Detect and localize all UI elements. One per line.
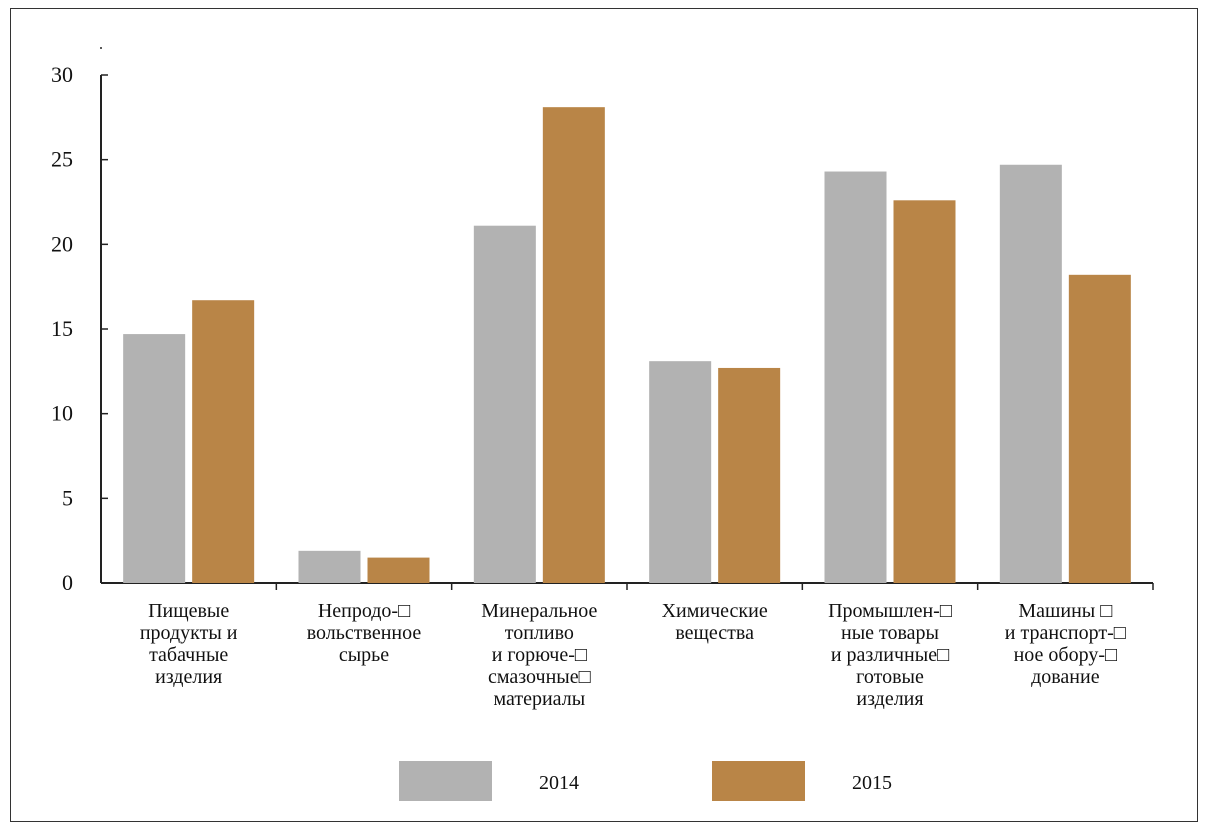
legend-swatch	[399, 761, 492, 801]
bar	[298, 550, 361, 583]
bar	[824, 171, 887, 583]
x-tick-label-line: продукты и	[140, 622, 238, 644]
x-tick-label: Минеральное топливо и горюче-□ смазочные□ ма…	[481, 600, 597, 710]
x-tick-label-line: Пищевые	[148, 600, 229, 622]
x-tick-label-line: смазочные□	[488, 666, 591, 688]
legend-label: 2015	[852, 772, 892, 794]
bar	[999, 164, 1062, 583]
x-tick-label-line: готовые	[856, 666, 924, 688]
y-tick-label: 10	[51, 401, 73, 426]
x-tick-label: Непродо-□ вольственное сырье	[307, 600, 422, 666]
x-tick-label: Машины □ и транспорт-□ ное обору-□ дование	[1005, 600, 1126, 688]
x-tick-label-line: и различные□	[831, 644, 949, 666]
y-tick-label: 5	[62, 485, 73, 510]
x-tick-label-line: и горюче-□	[492, 644, 587, 666]
legend-label: 2014	[539, 772, 579, 794]
x-tick-label-line: изделия	[155, 666, 222, 688]
x-tick-label-line: Машины □	[1018, 600, 1112, 622]
x-tick-label-line: сырье	[339, 644, 389, 666]
x-tick-label-line: вольственное	[307, 622, 422, 644]
bar	[718, 367, 781, 583]
y-tick-label: 30	[51, 62, 73, 87]
y-tick-label: 0	[62, 570, 73, 595]
x-tick-label-line: Промышлен-□	[828, 600, 952, 622]
x-tick-label-line: Минеральное	[481, 600, 597, 622]
x-tick-label-line: Химические	[662, 600, 768, 622]
legend: 2014 2015	[399, 761, 892, 801]
x-tick-label-line: ное обору-□	[1014, 644, 1117, 666]
x-tick-label-line: вещества	[675, 622, 754, 644]
x-tick-label-line: табачные	[149, 644, 228, 666]
x-tick-label-line: материалы	[493, 688, 585, 710]
y-tick-label: 25	[51, 147, 73, 172]
x-tick-label-line: Непродо-□	[318, 600, 410, 622]
x-tick-label-line: изделия	[856, 688, 923, 710]
x-tick-label: Пищевые продукты и табачные изделия	[140, 600, 238, 688]
x-tick-label: Химические вещества	[662, 600, 768, 644]
bar	[1068, 274, 1131, 583]
bar	[473, 225, 536, 583]
x-tick-label-line: дование	[1031, 666, 1100, 688]
legend-swatch	[712, 761, 805, 801]
y-tick-label: 20	[51, 231, 73, 256]
x-tick-label-line: топливо	[505, 622, 574, 644]
x-tick-label-line: ные товары	[841, 622, 939, 644]
bar	[367, 557, 430, 583]
x-tick-label: Промышлен-□ ные товары и различные□ готовые…	[828, 600, 952, 710]
chart-frame: 0 5 10 15 20 25 30 Пищевые продукты и табачные изд…	[10, 8, 1198, 822]
bar	[192, 300, 255, 583]
y-tick-label: 15	[51, 316, 73, 341]
bar	[123, 334, 186, 583]
bar	[542, 107, 605, 583]
bar	[649, 361, 712, 583]
bar	[893, 200, 956, 583]
x-tick-label-line: и транспорт-□	[1005, 622, 1126, 644]
